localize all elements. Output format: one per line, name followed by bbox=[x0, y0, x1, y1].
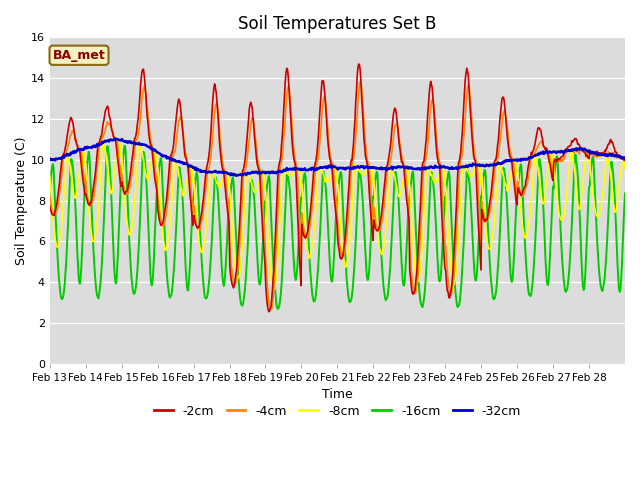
Title: Soil Temperatures Set B: Soil Temperatures Set B bbox=[238, 15, 436, 33]
X-axis label: Time: Time bbox=[322, 388, 353, 401]
Legend: -2cm, -4cm, -8cm, -16cm, -32cm: -2cm, -4cm, -8cm, -16cm, -32cm bbox=[149, 400, 526, 423]
Text: BA_met: BA_met bbox=[52, 49, 106, 62]
Y-axis label: Soil Temperature (C): Soil Temperature (C) bbox=[15, 136, 28, 265]
